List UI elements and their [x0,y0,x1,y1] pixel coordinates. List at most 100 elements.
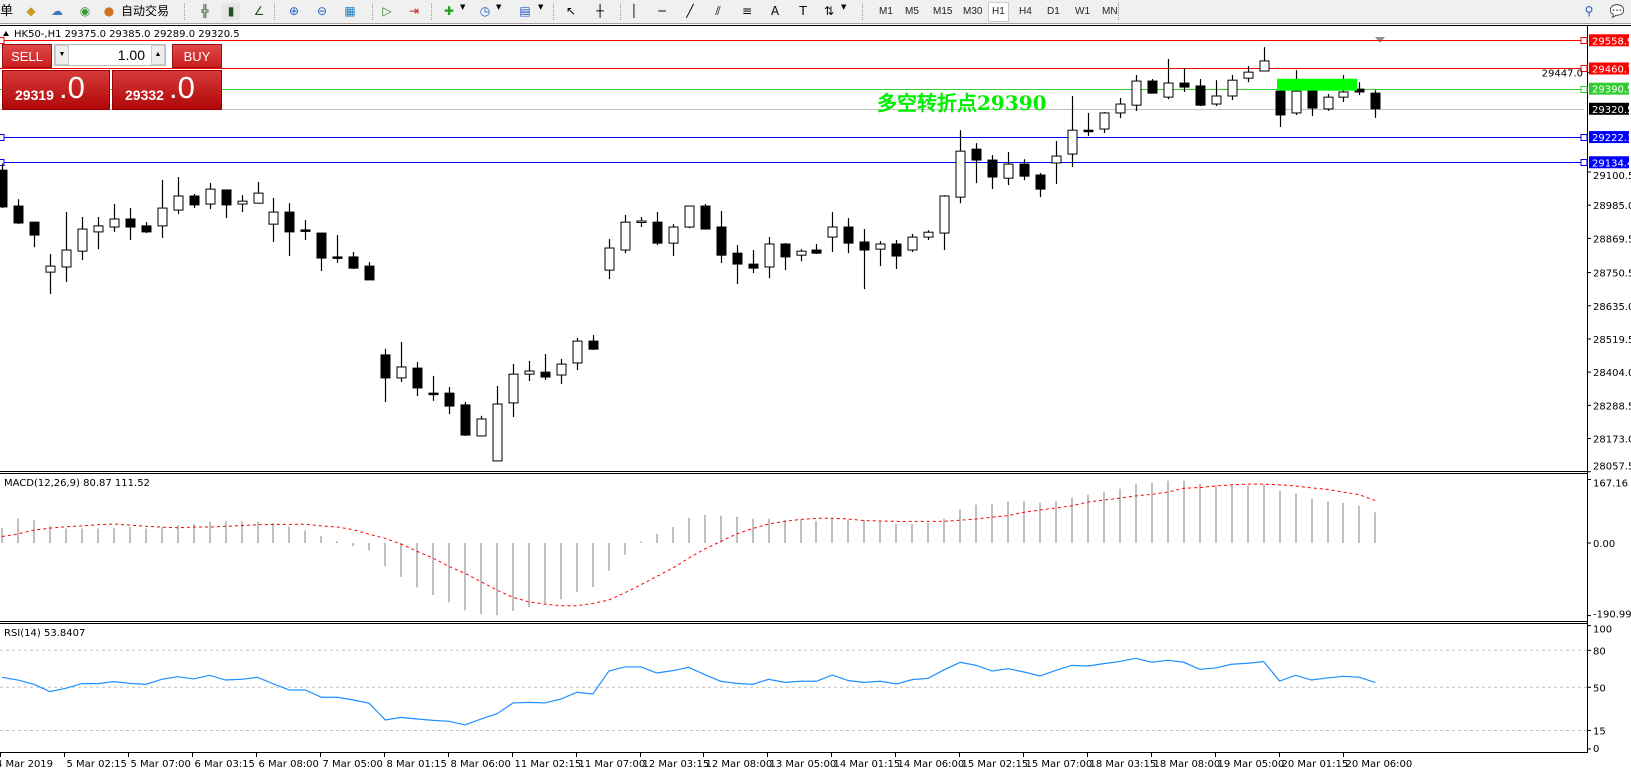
candle-body-bull [237,200,248,205]
timeframe-m5[interactable]: M5 [905,6,919,17]
timeframe-h4[interactable]: H4 [1019,6,1032,17]
volume-decrease-icon[interactable]: ▼ [55,45,69,65]
level-handle[interactable] [1580,134,1588,141]
community-icon[interactable]: 💬 [1609,4,1625,18]
level-handle[interactable] [1580,159,1588,166]
candle-body-bull [1323,96,1334,110]
bar-chart-icon[interactable]: ╬ [201,4,209,18]
rsi-pane: 100 80 50 15 0 [0,625,1612,755]
autotrade-icon[interactable]: ● [103,4,115,18]
macd-histogram-bar [448,543,450,603]
chart-folder-icon[interactable]: ◆ [26,4,36,18]
toolbar-separator [431,3,433,20]
candle-body-bull [1163,82,1174,98]
pivot-annotation[interactable]: 多空转折点29390 [877,91,1047,115]
candlestick-chart-icon[interactable]: ▮ [222,3,240,20]
zoom-in-icon[interactable]: ⊕ [288,4,300,18]
chevron-down-icon[interactable]: ▼ [538,3,544,11]
trendline-icon[interactable]: ╱ [686,4,694,18]
candle [221,189,232,219]
signal-icon[interactable]: ◉ [79,4,91,18]
level-price-label: 29320.5 [1592,105,1631,116]
timeframe-d1[interactable]: D1 [1047,6,1060,17]
candle [1275,87,1286,128]
candles [0,47,1381,462]
fibonacci-icon[interactable]: ≡ [741,4,753,18]
cursor-icon[interactable]: ↖ [565,4,577,18]
profiles-icon[interactable]: ☁ [51,4,63,18]
level-price-tag [1589,131,1629,144]
candle [93,216,104,250]
candle [971,143,982,184]
timeframe-m1[interactable]: M1 [879,6,893,17]
macd-histogram-bar [672,527,674,543]
autotrade-button[interactable]: 自动交易 [121,4,170,18]
candle-body-bear [141,225,152,233]
chevron-down-icon[interactable]: ▼ [460,3,466,11]
macd-histogram-bar [512,543,514,612]
candle-body-bear [1019,163,1030,177]
timeframe-m15[interactable]: M15 [933,6,953,17]
volume-stepper[interactable]: ▼ 1.00 ▲ [54,44,166,66]
arrows-icon[interactable]: ⇅ [823,4,835,18]
tile-windows-icon[interactable]: ▦ [344,4,356,18]
volume-increase-icon[interactable]: ▲ [151,45,165,65]
indicators-icon[interactable]: ✚ [443,4,455,18]
line-chart-icon[interactable]: ∠ [253,4,265,18]
pivot-zone-rect[interactable] [1277,78,1357,91]
sell-price-box[interactable]: 29319 .0 [2,70,110,110]
level-handle-left[interactable] [0,159,5,166]
chevron-down-icon[interactable]: ▼ [841,3,847,11]
menu-fragment[interactable]: 单 [0,4,14,19]
macd-histogram-bar [1,527,3,543]
candle-body-bull [636,220,647,223]
search-icon[interactable]: ⚲ [1584,4,1594,18]
level-handle[interactable] [1580,65,1588,72]
candle [1163,58,1174,100]
text-label-icon[interactable]: T [799,4,807,18]
candle-body-bear [428,392,439,396]
candle-body-bear [29,221,40,236]
candle-body-bear [284,211,295,233]
auto-scroll-icon[interactable]: ▷ [382,4,392,18]
macd-histogram-bar [927,522,929,543]
candle-body-bear [1195,85,1206,106]
rsi-axis-label: 50 [1593,683,1606,694]
buy-price-box[interactable]: 29332 .0 [112,70,222,110]
level-handle-left[interactable] [0,134,5,141]
timeframe-m30[interactable]: M30 [963,6,983,17]
text-icon[interactable]: A [770,4,780,18]
chevron-down-icon[interactable]: ▼ [496,3,502,11]
candle [444,387,455,415]
sell-button[interactable]: SELL [2,44,52,68]
volume-input[interactable]: 1.00 [117,47,145,63]
level-handle[interactable] [1580,37,1588,44]
candle [1131,75,1142,111]
buy-button[interactable]: BUY [172,44,222,68]
level-handle-left[interactable] [0,37,5,44]
macd-histogram-bar [1039,502,1041,543]
sell-price-big: .0 [59,70,85,105]
timeframe-w1[interactable]: W1 [1075,6,1090,17]
crosshair-icon[interactable]: ┼ [596,4,604,18]
level-handle[interactable] [1580,86,1588,93]
periods-clock-icon[interactable]: ◷ [479,4,491,18]
collapse-triangle-icon[interactable] [3,31,9,36]
time-axis: 4 Mar 2019 5 Mar 02:15 5 Mar 07:00 6 Mar 03… [0,752,1412,770]
macd-histogram-bar [943,518,945,543]
candle [907,233,918,253]
channel-icon[interactable]: ⫽ [715,4,721,18]
vertical-line-icon[interactable]: │ [630,4,638,18]
zoom-out-icon[interactable]: ⊖ [316,4,328,18]
templates-icon[interactable]: ▤ [519,4,531,18]
timeframe-mn[interactable]: MN [1102,6,1118,17]
horizontal-line-icon[interactable]: ─ [658,4,666,18]
time-label: 20 Mar 01:15 [1282,759,1349,770]
timeframe-h1[interactable]: H1 [988,2,1009,22]
macd-histogram-bar [720,515,722,543]
chart-shift-icon[interactable]: ⇥ [408,4,420,18]
candle-body-bear [748,263,759,269]
candle [716,210,727,263]
macd-histogram-bar [1055,500,1057,543]
